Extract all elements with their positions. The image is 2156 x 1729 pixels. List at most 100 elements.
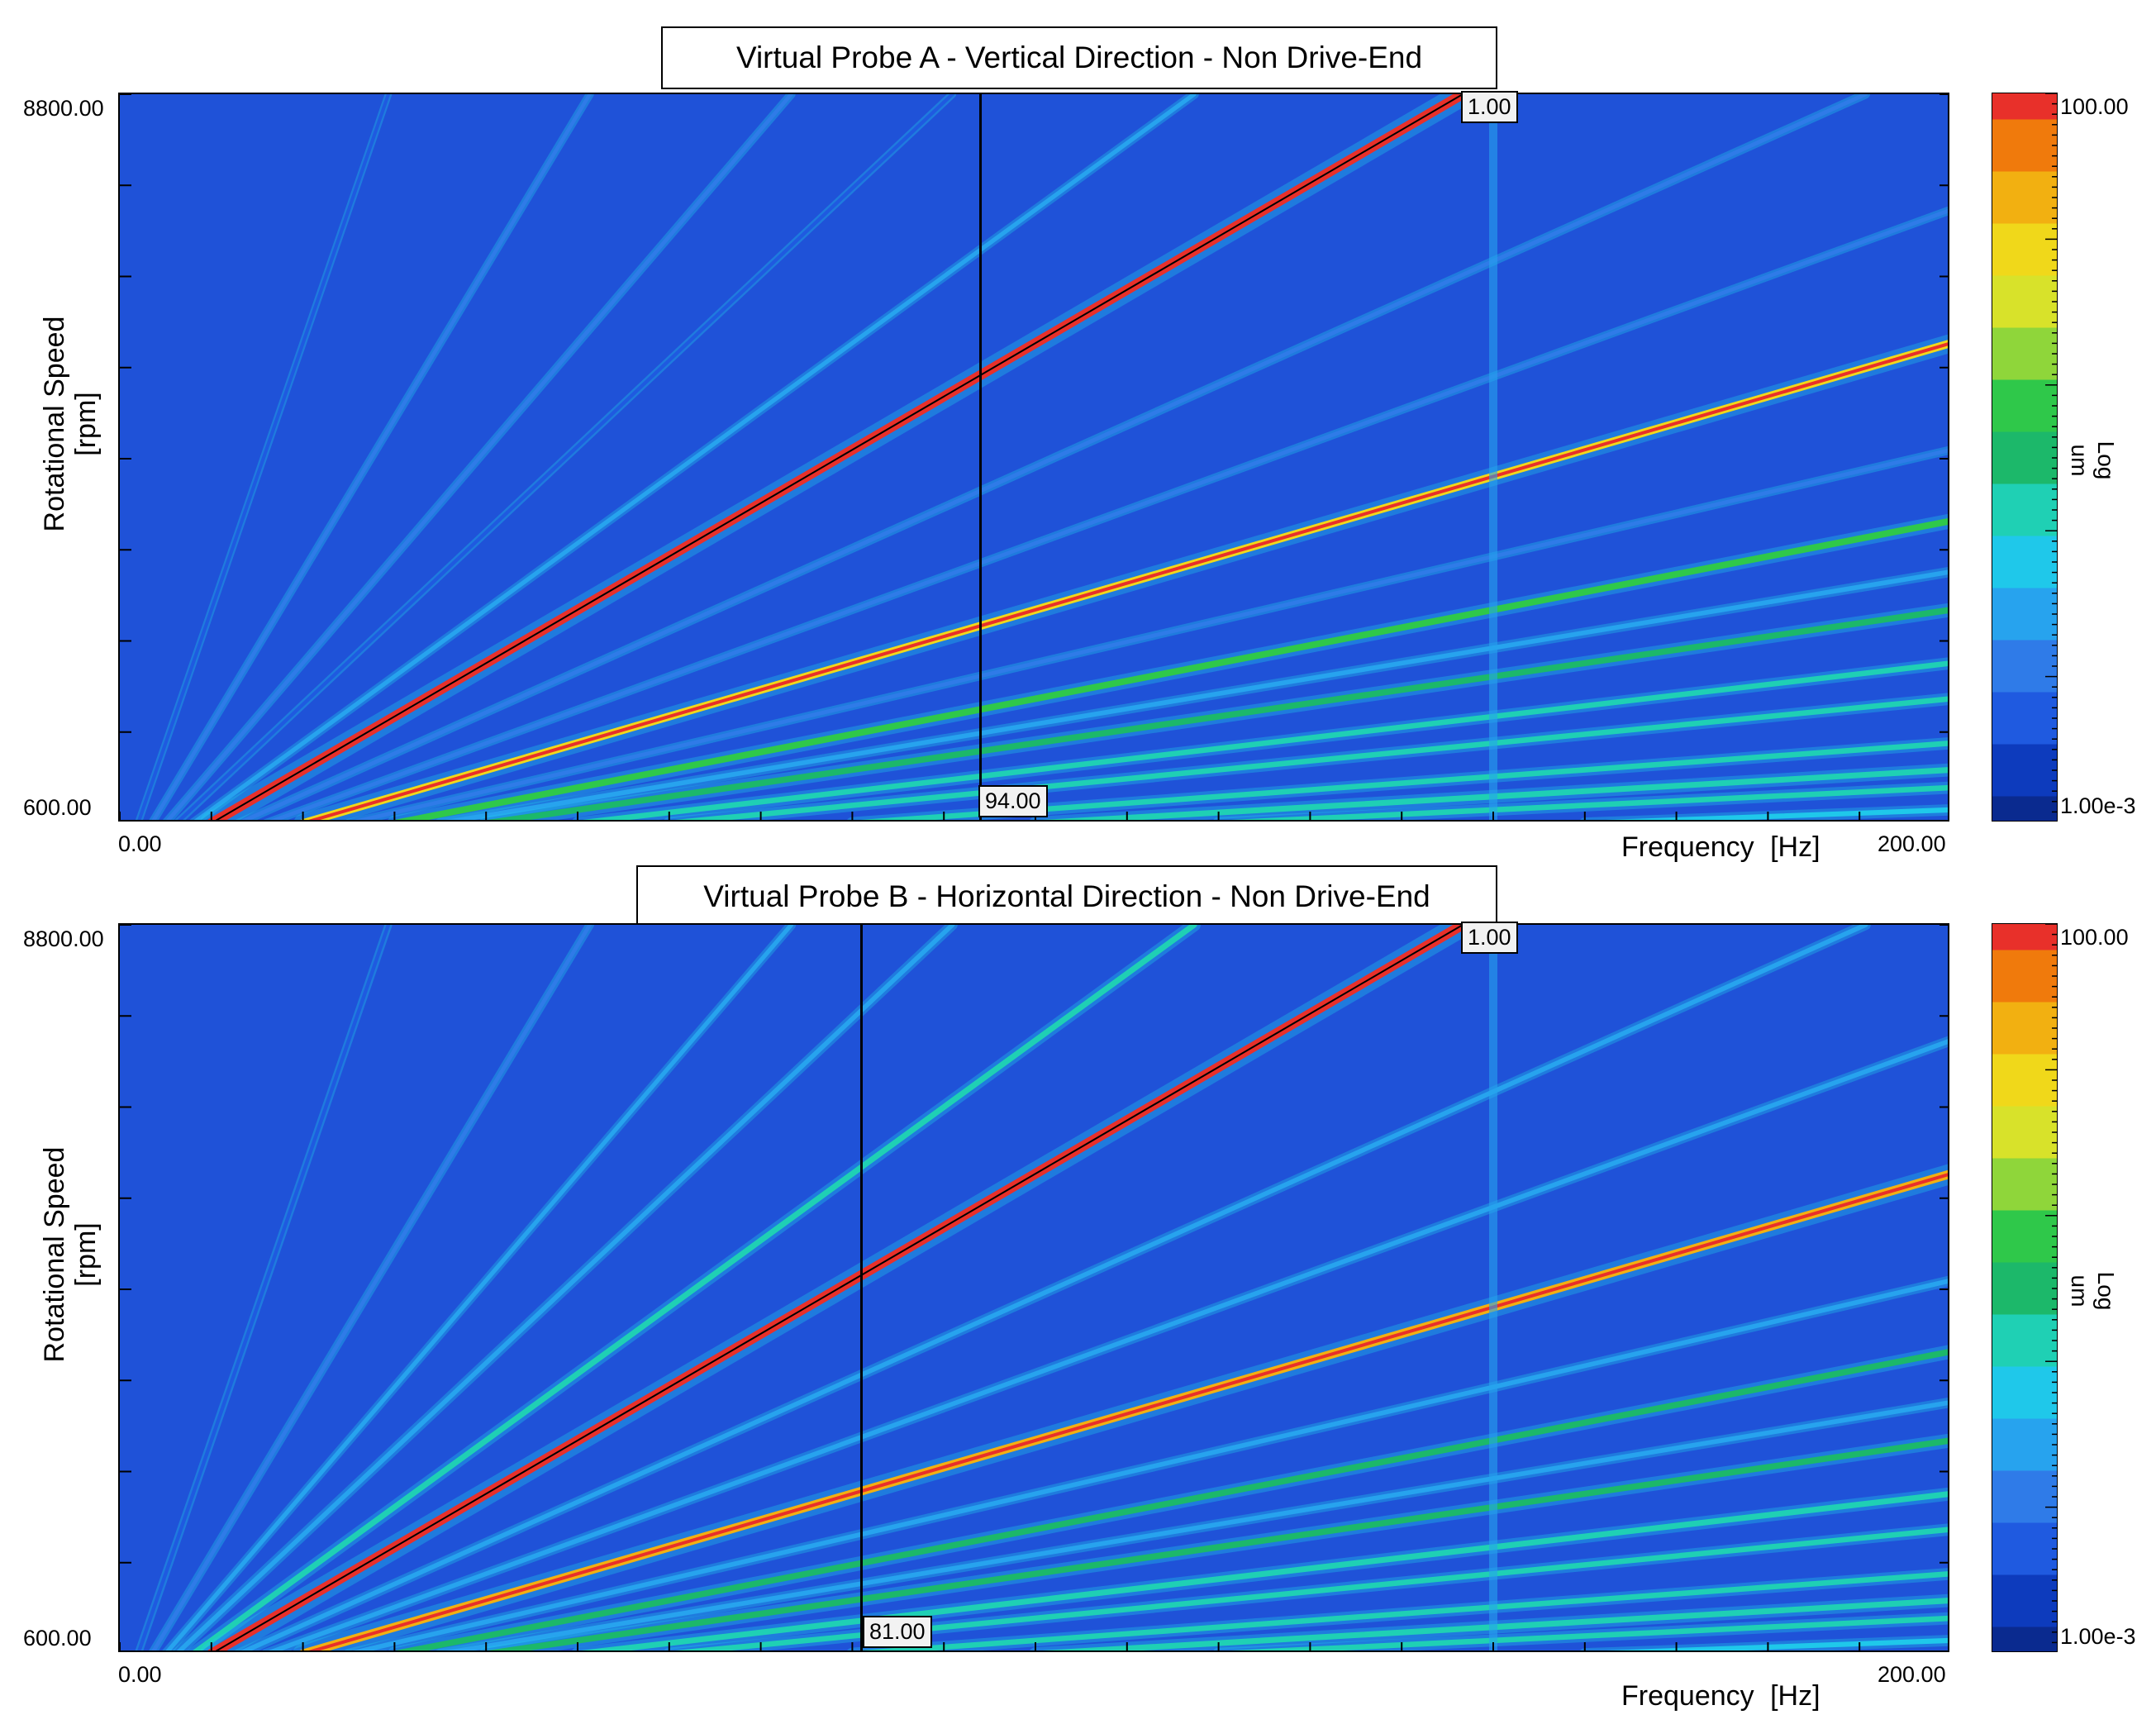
colorbar-step [1992,744,2057,771]
order-line-12 [1230,1615,1948,1650]
order-line-core [308,1173,1948,1650]
colorbar-step [1992,614,2057,641]
colorbar-step [1992,976,2057,1003]
order-cursor-line [215,925,1464,1650]
order-line-0.35 [151,925,593,1650]
order-line-0.35 [151,94,593,820]
order-line-0.62 [176,925,955,1650]
colorbar-svg [1992,924,2057,1651]
colorbar-step [1992,302,2057,329]
order-line-5 [580,1491,1948,1650]
order-line-0.5 [165,925,794,1650]
y-axis-label-line1: Rotational Speed [39,316,70,532]
frequency-cursor-label[interactable]: 81.00 [863,1616,932,1648]
colorbar-step [1992,1522,2057,1550]
order-line-4 [487,1437,1948,1650]
colorbar-unit-label: Log um [2066,402,2119,518]
colorbar-step [1992,406,2057,433]
order-line-3 [395,1349,1948,1650]
y-tick-min: 600.00 [23,795,92,820]
order-line-0.2 [137,925,391,1650]
colorbar-max-label: 100.00 [2060,925,2129,950]
x-axis-label: Frequency [Hz] [1621,831,1820,863]
colorbar-step [1992,327,2057,355]
colorbar-step [1992,1002,2057,1029]
order-line-6 [674,696,1948,820]
colorbar-step [1992,1080,2057,1107]
y-axis-label: Rotational Speed [rpm] [39,1073,102,1436]
colorbar-step [1992,1601,2057,1628]
colorbar-step [1992,93,2057,121]
colorbar-step [1992,1393,2057,1420]
order-line-core [308,342,1948,820]
y-axis-label: Rotational Speed [rpm] [39,242,102,606]
colorbar-step [1992,1236,2057,1264]
colorbar-step [1992,666,2057,693]
colorbar-step [1992,119,2057,146]
y-axis-label-line1: Rotational Speed [39,1146,70,1363]
colorbar-step [1992,1627,2057,1651]
order-line-5 [582,660,1948,820]
colorbar-step [1992,770,2057,798]
colorbar-step [1992,1549,2057,1576]
colorbar-unit-line1: Log [2093,441,2119,480]
colorbar-step [1992,1028,2057,1055]
colorbar-step [1992,562,2057,589]
colorbar-step [1992,1054,2057,1081]
colorbar-min-label: 1.00e-3 [2060,1624,2136,1649]
x-tick-min: 0.00 [118,831,162,856]
order-line-8 [859,1571,1948,1650]
y-tick-max: 8800.00 [23,96,104,121]
colorbar-step [1992,1366,2057,1393]
order-line-1.6 [268,1039,1948,1650]
spectrogram-plot-area[interactable] [118,93,1949,822]
colorbar-step [1992,223,2057,250]
order-line-3.5 [445,1400,1948,1650]
colorbar-step [1992,588,2057,615]
order-line-3.5 [445,569,1948,820]
colorbar-step [1992,1470,2057,1498]
y-axis-label-line2: [rpm] [70,1222,102,1287]
order-line-1.3 [240,925,1868,1650]
frequency-cursor-label[interactable]: 94.00 [978,785,1048,817]
colorbar-step [1992,354,2057,381]
colorbar-step [1992,1184,2057,1212]
order-line-2.5 [352,1279,1948,1650]
colorbar-step [1992,1262,2057,1289]
colorbar [1992,923,2058,1652]
colorbar-svg [1992,93,2057,821]
order-line-2.5 [354,448,1948,820]
colorbar-step [1992,171,2057,198]
colorbar-step [1992,692,2057,719]
colorbar-step [1992,718,2057,745]
order-line-3 [394,518,1948,820]
colorbar-step [1992,1210,2057,1237]
order-line-0.2 [137,94,391,820]
colorbar-step [1992,1574,2057,1602]
spectrogram-svg [120,925,1948,1650]
colorbar-step [1992,796,2057,821]
y-axis-label-line2: [rpm] [70,392,102,456]
colorbar-step [1992,924,2057,951]
colorbar-step [1992,1314,2057,1341]
chart-panel-b: Virtual Probe B - Horizontal Direction -… [0,831,2156,1712]
order-cursor-label[interactable]: 1.00 [1461,922,1518,954]
x-tick-max: 200.00 [1878,831,1946,856]
colorbar-max-label: 100.00 [2060,94,2129,119]
colorbar-step [1992,198,2057,225]
colorbar-step [1992,1288,2057,1316]
colorbar-step [1992,275,2057,302]
order-line-4 [487,607,1948,820]
x-axis-label: Frequency [Hz] [1621,1680,1820,1712]
colorbar-step [1992,145,2057,173]
order-cursor-label[interactable]: 1.00 [1461,91,1518,123]
order-line-1.6 [269,208,1948,820]
colorbar-min-label: 1.00e-3 [2060,793,2136,818]
order-line-0.8 [193,94,1197,820]
colorbar-step [1992,431,2057,459]
colorbar-step [1992,640,2057,667]
order-cursor-line [215,94,1464,820]
chart-title: Virtual Probe A - Vertical Direction - N… [661,26,1497,89]
spectrogram-plot-area[interactable] [118,923,1949,1652]
colorbar-step [1992,379,2057,407]
